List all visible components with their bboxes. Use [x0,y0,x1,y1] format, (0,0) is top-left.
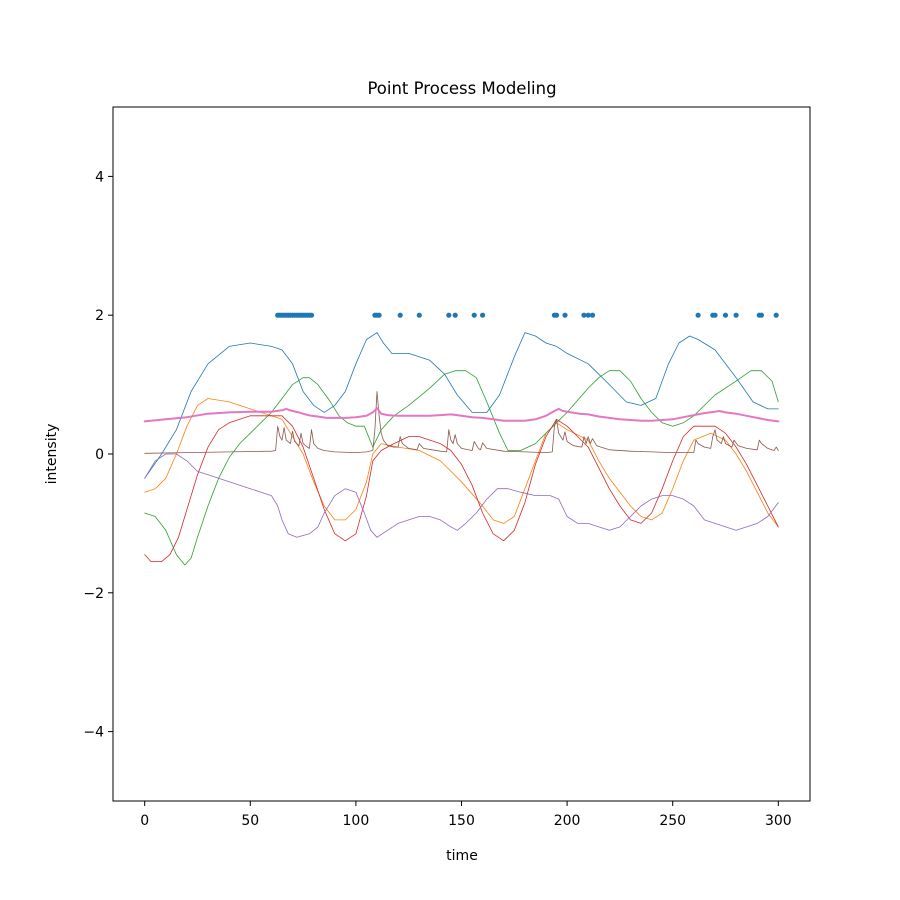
x-axis-ticks: 0 50 100 150 200 250 300 [140,801,792,829]
x-tick-label: 50 [241,813,259,829]
series-line-7 [143,407,780,423]
event-point [581,312,587,318]
event-point [758,312,765,318]
event-point [452,312,458,318]
y-tick-label: 4 [95,169,104,185]
y-axis-ticks: −4 −2 0 2 4 [83,169,113,741]
event-point [471,312,477,318]
x-tick-label: 300 [765,813,792,829]
event-point [376,312,382,318]
event-point [773,312,779,318]
event-point [446,312,452,318]
event-point [733,312,739,318]
event-point [722,312,729,318]
x-tick-label: 200 [554,813,581,829]
event-point [589,312,596,318]
series-line-1 [144,332,779,479]
series-line-3 [144,370,779,566]
y-axis-label: intensity [44,424,60,485]
series-line-4 [144,415,779,562]
event-point [562,312,568,318]
y-tick-label: −4 [83,725,104,741]
event-point [712,312,718,318]
x-tick-label: 150 [448,813,475,829]
event-point [308,312,315,318]
series-layer [143,332,780,566]
y-tick-label: 0 [95,447,104,463]
y-tick-label: 2 [95,308,104,324]
plot-frame [112,106,811,802]
event-point [397,312,403,318]
series-line-6 [144,391,779,454]
x-axis-label: time [446,848,478,864]
event-point [480,312,486,318]
event-point [695,312,701,318]
event-point [553,312,560,318]
event-point [585,312,591,318]
event-point [416,312,422,318]
x-tick-label: 250 [659,813,686,829]
x-tick-label: 100 [343,813,370,829]
chart-title: Point Process Modeling [367,79,556,98]
series-line-5 [144,453,779,538]
event-points-layer [275,312,779,318]
x-tick-label: 0 [140,813,149,829]
y-tick-label: −2 [83,586,104,602]
